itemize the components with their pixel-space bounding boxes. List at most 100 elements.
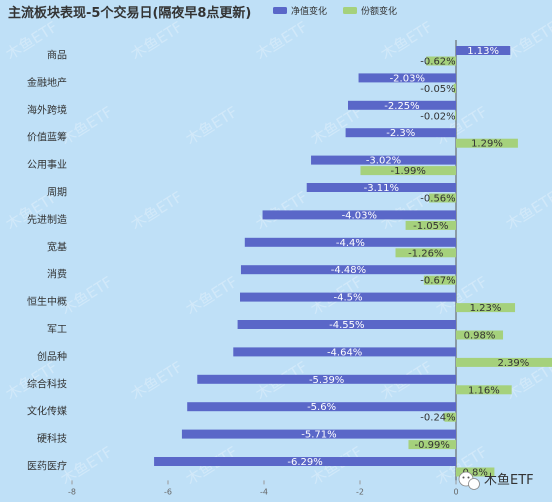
watermark-text: 木鱼ETF	[183, 273, 241, 319]
nav-change-bar	[181, 429, 457, 439]
nav-change-label: -4.03%	[342, 210, 377, 221]
share-change-label: -0.67%	[420, 276, 455, 287]
x-tick-label: -2	[356, 487, 364, 496]
nav-change-bar	[237, 320, 456, 329]
category-label: 公用事业	[27, 158, 67, 171]
nav-change-bar	[262, 210, 456, 220]
share-change-label: -0.56%	[420, 194, 455, 205]
nav-change-bar	[306, 183, 456, 192]
category-label: 军工	[47, 324, 67, 336]
share-change-label: 0.8%	[462, 468, 487, 479]
share-change-label: -1.05%	[413, 221, 448, 232]
share-change-label: -0.62%	[420, 57, 455, 68]
share-change-label: 2.39%	[497, 358, 529, 369]
nav-change-bar	[240, 292, 456, 302]
nav-change-label: 1.13%	[467, 46, 499, 57]
nav-change-label: -4.55%	[329, 320, 364, 331]
legend-label-1[interactable]: 份额变化	[361, 5, 397, 17]
nav-change-bar	[244, 237, 456, 247]
nav-change-bar	[345, 128, 456, 138]
share-change-label: -1.26%	[408, 248, 443, 259]
share-change-label: -0.99%	[415, 440, 450, 451]
category-label: 价值蓝筹	[27, 131, 67, 144]
share-change-label: 1.29%	[471, 139, 503, 150]
nav-change-label: -2.03%	[390, 73, 425, 84]
chart-title: 主流板块表现-5个交易日(隔夜早8点更新)	[8, 5, 251, 21]
nav-change-label: -6.29%	[287, 457, 322, 468]
bars-layer: 商品 1.13%-0.62%金融地产 -2.03%-0.05%海外跨境 -2.25%-…	[27, 46, 552, 479]
category-label: 硬科技	[37, 432, 67, 445]
brand-name: 木鱼ETF	[484, 472, 534, 488]
watermark-text: 木鱼ETF	[183, 103, 241, 149]
watermark-text: 木鱼ETF	[128, 188, 186, 234]
x-tick-label: 0	[453, 487, 458, 496]
share-change-bar	[456, 385, 512, 395]
share-change-label: -0.05%	[420, 84, 455, 95]
legend-label-0[interactable]: 净值变化	[291, 5, 327, 17]
share-change-bar	[429, 193, 456, 203]
share-change-bar	[395, 248, 456, 258]
category-label: 医药医疗	[27, 460, 67, 473]
nav-change-label: -5.6%	[307, 402, 336, 413]
nav-change-label: -5.71%	[301, 430, 336, 441]
category-label: 创品种	[37, 350, 67, 363]
share-change-label: 0.98%	[464, 331, 496, 342]
watermark-text: 木鱼ETF	[128, 358, 186, 404]
nav-change-bar	[240, 265, 456, 275]
share-change-label: -0.02%	[420, 111, 455, 122]
nav-change-label: -5.39%	[309, 375, 344, 386]
nav-change-label: -4.64%	[327, 347, 362, 358]
category-label: 海外跨境	[27, 103, 67, 116]
share-change-bar	[456, 357, 552, 367]
share-change-label: -0.24%	[420, 413, 455, 424]
nav-change-label: -4.48%	[331, 265, 366, 276]
share-change-bar	[360, 166, 456, 176]
watermark-text: 木鱼ETF	[253, 18, 311, 64]
nav-change-label: -2.25%	[384, 101, 419, 112]
brand-badge: 木鱼ETF	[458, 471, 534, 490]
nav-change-bar	[233, 347, 456, 357]
watermark-text: 木鱼ETF	[503, 188, 552, 234]
share-change-bar	[456, 138, 518, 148]
nav-change-label: -3.11%	[364, 183, 399, 194]
nav-change-label: -2.3%	[386, 128, 415, 139]
watermark-layer: 木鱼ETF 木鱼ETF 木鱼ETF 木鱼ETF 木鱼ETF 木鱼ETF 木鱼ETF 木鱼ETF…	[3, 18, 552, 489]
share-change-label: 1.16%	[468, 385, 500, 396]
category-label: 先进制造	[27, 213, 67, 226]
category-label: 金融地产	[27, 76, 67, 89]
nav-change-bar	[456, 46, 511, 55]
share-change-bar	[455, 111, 456, 121]
nav-change-label: -3.02%	[366, 156, 401, 167]
legend[interactable]: 净值变化 份额变化	[273, 5, 397, 17]
nav-change-bar	[187, 402, 456, 412]
nav-change-bar	[348, 100, 456, 110]
share-change-label: -1.99%	[391, 166, 426, 177]
nav-change-bar	[197, 374, 456, 384]
share-change-label: 1.23%	[470, 303, 502, 314]
nav-change-bar	[311, 155, 456, 165]
share-change-bar	[444, 412, 456, 422]
share-change-bar	[456, 330, 504, 340]
category-label: 消费	[47, 268, 67, 281]
category-label: 恒生中概	[27, 295, 67, 308]
watermark-text: 木鱼ETF	[128, 18, 186, 64]
x-tick-label: -4	[260, 487, 268, 496]
nav-change-label: -4.5%	[333, 293, 362, 304]
nav-change-bar	[154, 457, 456, 466]
share-change-bar	[453, 83, 456, 93]
legend-swatch-0[interactable]	[273, 7, 287, 14]
share-change-bar	[423, 275, 456, 285]
nav-change-label: -4.4%	[336, 238, 365, 249]
category-label: 商品	[47, 49, 67, 62]
share-change-bar	[456, 303, 516, 313]
category-label: 综合科技	[27, 377, 67, 390]
nav-change-bar	[358, 73, 456, 83]
x-tick-label: -8	[68, 487, 76, 496]
watermark-text: 木鱼ETF	[503, 18, 552, 64]
category-label: 宽基	[47, 240, 67, 253]
legend-swatch-1[interactable]	[343, 7, 357, 14]
share-change-bar	[408, 440, 456, 450]
share-change-bar	[426, 56, 456, 66]
share-change-bar	[405, 220, 456, 230]
